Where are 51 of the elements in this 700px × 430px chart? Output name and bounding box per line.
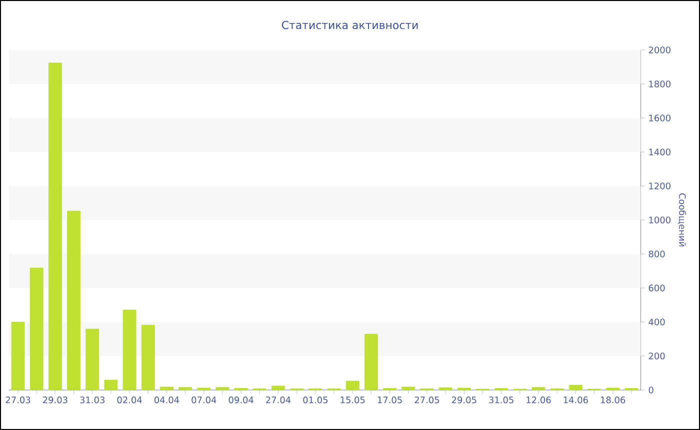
bar [30,268,44,390]
y-tick-label: 1200 [649,182,670,190]
y-tick-label: 1000 [649,216,670,224]
y-tick-label: 1400 [649,148,670,156]
bar [160,386,174,390]
bar [606,388,620,390]
bar [216,387,230,390]
x-tick-label: 07.04 [192,396,216,404]
x-tick-label: 29.05 [452,396,476,404]
bar [48,62,62,390]
x-tick-label: 02.04 [117,396,142,404]
bar [568,384,582,390]
x-tick-label: 09.04 [228,396,254,404]
x-tick-label: 14.06 [564,396,588,404]
y-tick-label: 800 [648,250,665,258]
x-tick-label: 04.04 [154,396,180,404]
bar [178,387,192,390]
x-tick-label: 01.05 [303,396,328,404]
bar [364,334,378,390]
y-tick-label: 600 [648,284,665,292]
x-tick-label: 12.06 [526,396,551,404]
y-tick-label: 1600 [649,114,670,122]
bar [141,324,155,390]
bar [346,380,360,390]
x-tick-label: 17.05 [378,396,402,404]
bar [122,310,136,390]
bar [457,388,471,390]
bar [104,380,118,390]
y-tick-label: 400 [648,318,665,326]
x-tick-label: 27.05 [414,396,439,404]
x-tick-label: 29.03 [43,396,68,404]
bar [438,387,452,390]
bar [11,322,25,390]
y-axis-title: Сообщений [678,193,686,246]
y-tick-label: 2000 [648,46,670,54]
x-tick-label: 31.05 [489,396,514,404]
chart-title: Статистика активности [282,20,418,30]
y-tick-label: 0 [648,386,654,394]
x-tick-label: 18.06 [600,396,626,404]
bar [197,388,211,390]
bar [86,328,100,390]
y-tick-label: 1800 [649,80,670,88]
bar [272,386,285,390]
x-tick-label: 31.03 [80,396,104,404]
bar [67,210,80,390]
x-tick-label: 15.05 [340,396,365,404]
bar [402,386,416,390]
x-tick-label: 27.03 [6,396,30,404]
x-tick-label: 27.04 [266,396,291,404]
bar [532,387,546,390]
y-tick-label: 200 [648,352,665,360]
